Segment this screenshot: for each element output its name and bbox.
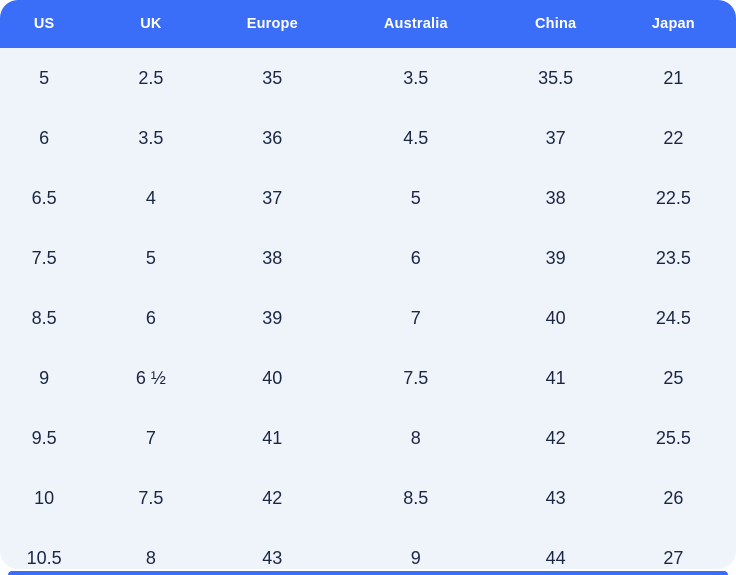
table-cell: 4 <box>145 187 156 208</box>
table-cell: 43 <box>262 547 283 568</box>
table-cell: 44 <box>545 547 566 568</box>
table-cell: 9 <box>39 367 50 388</box>
column-header-uk: UK <box>140 16 162 32</box>
size-table-header-row: US UK Europe Australia China Japan <box>0 0 736 48</box>
column-header-japan: Japan <box>651 16 695 32</box>
table-cell: 5 <box>145 247 156 268</box>
column-header-us: US <box>33 16 55 32</box>
table-cell: 7.5 <box>31 247 57 268</box>
table-cell: 9.5 <box>31 427 57 448</box>
table-row: 8.5 6 39 7 40 24.5 <box>0 288 736 348</box>
table-cell: 3.5 <box>403 67 429 88</box>
table-cell: 27 <box>663 547 684 568</box>
table-cell: 41 <box>262 427 283 448</box>
table-cell: 38 <box>262 247 283 268</box>
table-cell: 22 <box>663 127 684 148</box>
size-table-body: 5 2.5 35 3.5 35.5 21 6 3.5 36 4.5 37 22 6.5 4 37 5 38 22.… <box>0 48 736 569</box>
table-cell: 42 <box>262 487 283 508</box>
table-cell: 39 <box>262 307 283 328</box>
table-cell: 3.5 <box>138 127 164 148</box>
table-cell: 41 <box>545 367 566 388</box>
table-row: 6 3.5 36 4.5 37 22 <box>0 108 736 168</box>
table-cell: 2.5 <box>138 67 164 88</box>
table-cell: 9 <box>410 547 421 568</box>
table-cell: 4.5 <box>403 127 429 148</box>
table-cell: 6 ½ <box>135 367 166 388</box>
table-cell: 35 <box>262 67 283 88</box>
table-cell: 37 <box>262 187 283 208</box>
table-cell: 40 <box>262 367 283 388</box>
column-header-australia: Australia <box>383 16 448 32</box>
table-cell: 23.5 <box>655 247 691 268</box>
table-cell: 7.5 <box>138 487 164 508</box>
table-row: 5 2.5 35 3.5 35.5 21 <box>0 48 736 108</box>
table-cell: 10.5 <box>26 547 62 568</box>
table-row: 9 6 ½ 40 7.5 41 25 <box>0 348 736 408</box>
table-cell: 7 <box>145 427 156 448</box>
table-cell: 6.5 <box>31 187 57 208</box>
table-row: 10.5 8 43 9 44 27 <box>0 528 736 569</box>
table-cell: 37 <box>545 127 566 148</box>
table-cell: 40 <box>545 307 566 328</box>
column-header-china: China <box>534 16 577 32</box>
table-cell: 21 <box>663 67 684 88</box>
table-row: 9.5 7 41 8 42 25.5 <box>0 408 736 468</box>
table-cell: 22.5 <box>655 187 691 208</box>
table-cell: 36 <box>262 127 283 148</box>
table-row: 6.5 4 37 5 38 22.5 <box>0 168 736 228</box>
table-cell: 39 <box>545 247 566 268</box>
table-cell: 26 <box>663 487 684 508</box>
table-cell: 5 <box>410 187 421 208</box>
table-cell: 5 <box>39 67 50 88</box>
next-table-header-strip <box>8 571 728 575</box>
table-cell: 7 <box>410 307 421 328</box>
table-cell: 6 <box>39 127 50 148</box>
table-cell: 6 <box>145 307 156 328</box>
table-cell: 24.5 <box>655 307 691 328</box>
column-header-europe: Europe <box>246 16 298 32</box>
table-row: 7.5 5 38 6 39 23.5 <box>0 228 736 288</box>
table-cell: 8 <box>145 547 156 568</box>
table-cell: 8.5 <box>403 487 429 508</box>
table-cell: 38 <box>545 187 566 208</box>
table-row: 10 7.5 42 8.5 43 26 <box>0 468 736 528</box>
table-cell: 35.5 <box>538 67 574 88</box>
table-cell: 43 <box>545 487 566 508</box>
table-cell: 10 <box>34 487 55 508</box>
table-cell: 25 <box>663 367 684 388</box>
table-cell: 8 <box>410 427 421 448</box>
table-cell: 8.5 <box>31 307 57 328</box>
table-cell: 6 <box>410 247 421 268</box>
table-cell: 7.5 <box>403 367 429 388</box>
table-cell: 25.5 <box>655 427 691 448</box>
table-cell: 42 <box>545 427 566 448</box>
